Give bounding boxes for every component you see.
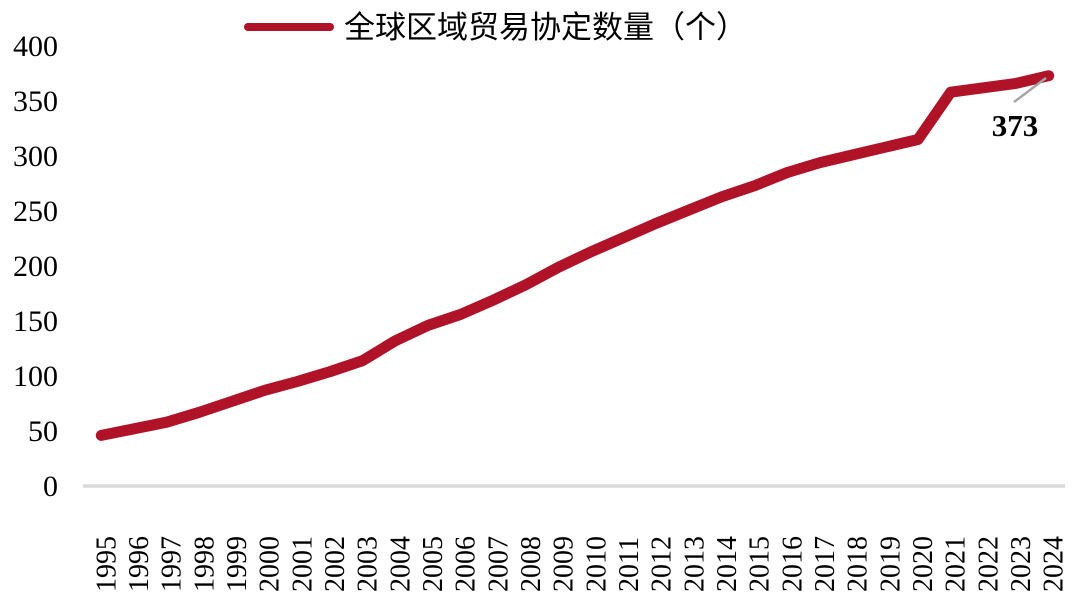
y-tick-label: 250 xyxy=(13,195,58,228)
x-tick-label: 2021 xyxy=(941,536,972,592)
x-tick-label: 2016 xyxy=(777,536,808,592)
x-tick-label: 2002 xyxy=(320,536,351,592)
legend-label: 全球区域贸易协定数量（个） xyxy=(344,10,747,45)
x-tick-label: 2000 xyxy=(255,536,286,592)
x-tick-label: 2013 xyxy=(679,536,710,592)
annotation-leader-line xyxy=(1013,77,1047,103)
x-tick-label: 1997 xyxy=(157,536,188,592)
x-tick-label: 2004 xyxy=(385,536,416,592)
x-tick-label: 2024 xyxy=(1039,536,1070,592)
x-tick-label: 2019 xyxy=(875,536,906,592)
x-tick-label: 1999 xyxy=(222,536,253,592)
y-tick-label: 0 xyxy=(43,470,58,503)
annotation-value-label: 373 xyxy=(992,108,1039,143)
y-tick-label: 150 xyxy=(13,305,58,338)
x-tick-label: 2005 xyxy=(418,536,449,592)
legend: 全球区域贸易协定数量（个） xyxy=(244,10,747,45)
y-tick-label: 300 xyxy=(13,140,58,173)
x-tick-label: 2003 xyxy=(353,536,384,592)
y-axis-labels: 0 50 100 150 200 250 300 350 400 xyxy=(13,30,58,503)
x-tick-label: 2018 xyxy=(843,536,874,592)
y-tick-label: 400 xyxy=(13,30,58,63)
x-tick-label: 2007 xyxy=(483,536,514,592)
x-tick-label: 2015 xyxy=(745,536,776,592)
x-tick-label: 2023 xyxy=(1006,536,1037,592)
y-tick-label: 100 xyxy=(13,360,58,393)
x-tick-label: 2009 xyxy=(549,536,580,592)
x-tick-label: 1995 xyxy=(91,536,122,592)
trend-line xyxy=(95,70,1055,441)
x-tick-label: 1996 xyxy=(124,536,155,592)
x-tick-label: 2006 xyxy=(451,536,482,592)
x-tick-label: 2010 xyxy=(581,536,612,592)
x-tick-label: 2008 xyxy=(516,536,547,592)
y-tick-label: 200 xyxy=(13,250,58,283)
y-tick-label: 50 xyxy=(28,415,58,448)
x-tick-label: 1998 xyxy=(189,536,220,592)
x-tick-label: 2011 xyxy=(614,537,645,592)
x-tick-label: 2020 xyxy=(908,536,939,592)
x-axis-labels: 1995 1996 1997 1998 1999 2000 2001 2002 2003 2004… xyxy=(91,536,1069,592)
x-tick-label: 2014 xyxy=(712,536,743,592)
x-tick-label: 2022 xyxy=(973,536,1004,592)
x-tick-label: 2017 xyxy=(810,536,841,592)
y-tick-label: 350 xyxy=(13,85,58,118)
x-tick-label: 2012 xyxy=(647,536,678,592)
x-tick-label: 2001 xyxy=(287,536,318,592)
